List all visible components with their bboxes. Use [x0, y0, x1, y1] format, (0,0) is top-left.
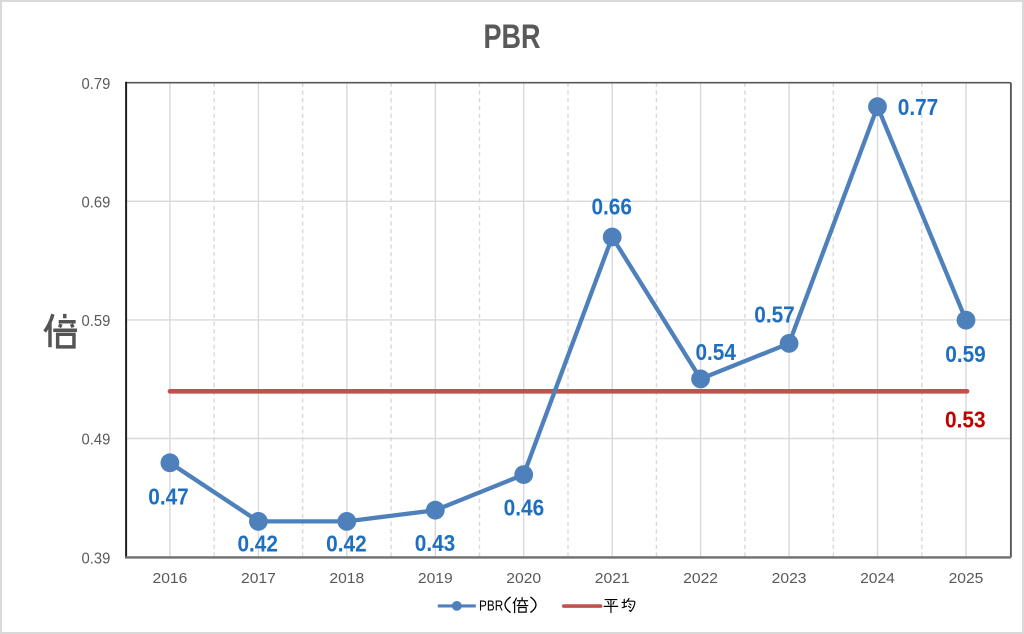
svg-text:2016: 2016 [153, 570, 188, 587]
svg-text:2021: 2021 [595, 570, 630, 587]
svg-text:0.69: 0.69 [82, 194, 111, 211]
svg-text:2020: 2020 [506, 570, 541, 587]
svg-text:0.42: 0.42 [326, 530, 367, 556]
svg-text:0.49: 0.49 [82, 432, 111, 449]
svg-text:0.39: 0.39 [82, 550, 111, 567]
svg-text:0.59: 0.59 [82, 313, 111, 330]
svg-text:2023: 2023 [772, 570, 807, 587]
svg-text:0.59: 0.59 [945, 341, 986, 367]
svg-text:2019: 2019 [418, 570, 453, 587]
svg-text:2018: 2018 [329, 570, 364, 587]
svg-text:0.77: 0.77 [898, 94, 939, 120]
svg-text:0.47: 0.47 [148, 483, 189, 509]
svg-text:0.43: 0.43 [415, 530, 456, 556]
svg-text:0.57: 0.57 [754, 302, 795, 328]
svg-text:0.46: 0.46 [504, 494, 545, 520]
svg-text:PBR: PBR [484, 18, 541, 56]
svg-text:2024: 2024 [860, 570, 895, 587]
svg-text:2025: 2025 [949, 570, 984, 587]
svg-text:2022: 2022 [683, 570, 718, 587]
svg-text:0.66: 0.66 [591, 194, 632, 220]
svg-text:PBR: PBR [479, 598, 503, 614]
svg-text:0.54: 0.54 [695, 339, 736, 365]
svg-text:0.42: 0.42 [237, 530, 278, 556]
svg-text:0.79: 0.79 [82, 76, 111, 93]
svg-text:2017: 2017 [241, 570, 276, 587]
svg-text:0.53: 0.53 [945, 407, 986, 433]
